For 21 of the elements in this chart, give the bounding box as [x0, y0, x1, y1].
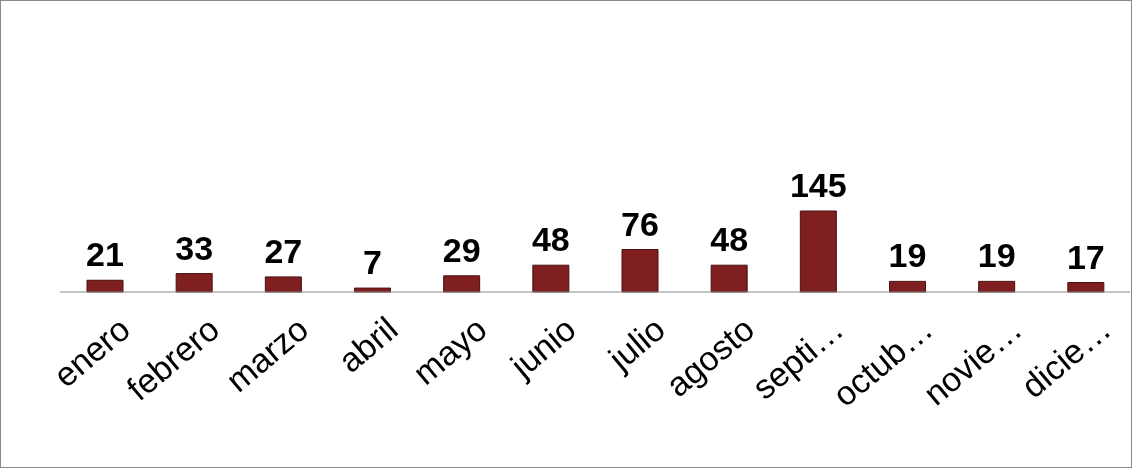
data-label: 48: [710, 220, 749, 259]
bar: [443, 275, 481, 293]
data-label: 76: [621, 204, 659, 243]
data-label: 27: [264, 231, 303, 270]
data-label: 145: [789, 166, 847, 204]
bar: [264, 276, 302, 293]
bar: [175, 273, 213, 293]
data-label: 7: [363, 243, 382, 282]
data-label: 19: [977, 236, 1016, 275]
data-label: 29: [442, 230, 481, 269]
bar: [532, 264, 570, 293]
data-label: 17: [1066, 237, 1105, 276]
x-tick-label: abril: [330, 309, 405, 380]
bar: [799, 210, 837, 293]
data-label: 21: [86, 235, 124, 274]
bar: [710, 264, 748, 293]
x-tick-label: julio: [600, 309, 673, 378]
data-label: 48: [531, 220, 570, 259]
data-label: 33: [175, 228, 214, 267]
bar: [621, 249, 659, 293]
data-label: 19: [888, 236, 927, 275]
